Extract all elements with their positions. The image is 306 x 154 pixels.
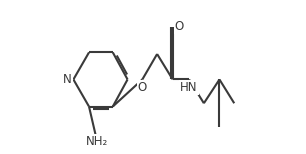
Text: O: O — [138, 81, 147, 94]
Text: HN: HN — [180, 81, 198, 94]
Text: N: N — [63, 73, 72, 86]
Text: O: O — [175, 20, 184, 33]
Text: NH₂: NH₂ — [86, 135, 108, 148]
